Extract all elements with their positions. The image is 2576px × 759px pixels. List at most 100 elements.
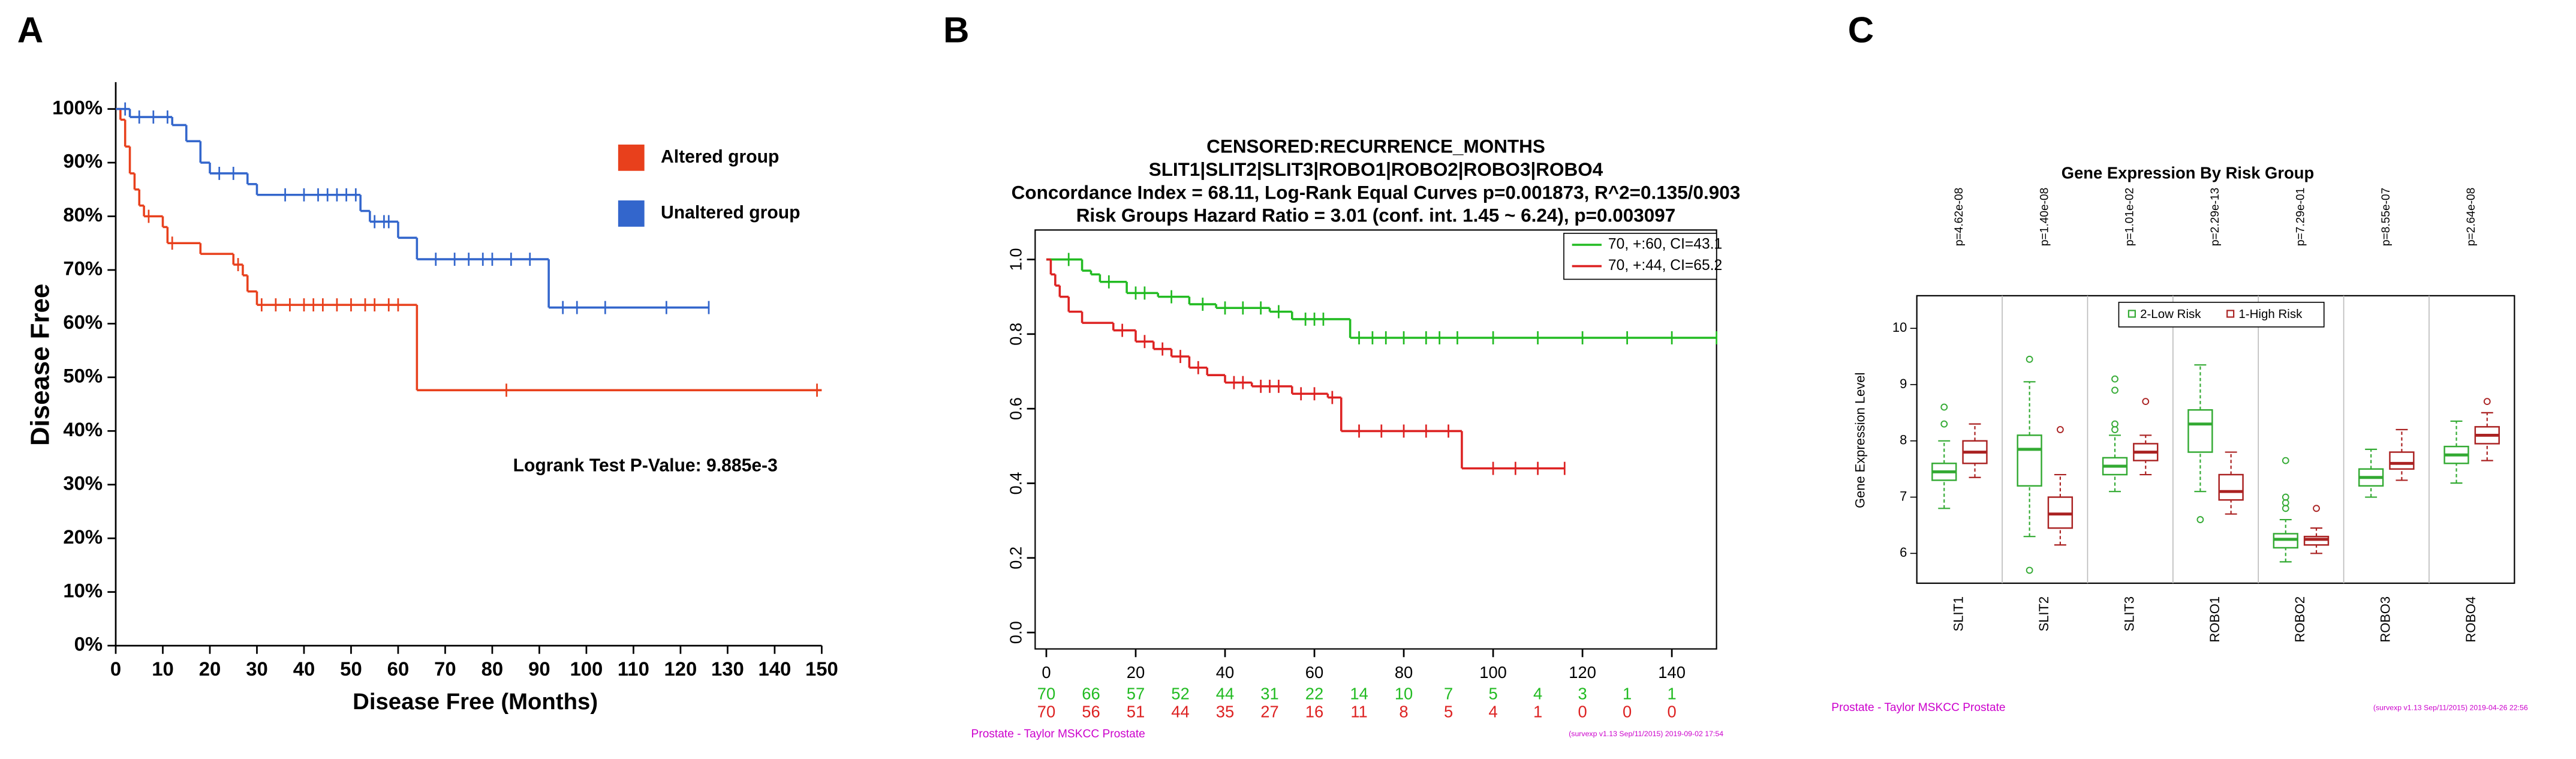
at-risk-count: 8: [1399, 703, 1408, 721]
chart-title: CENSORED:RECURRENCE_MONTHS: [1206, 136, 1545, 157]
outlier: [2111, 375, 2118, 383]
x-axis-label: Disease Free (Months): [353, 689, 598, 715]
box: [2389, 451, 2415, 470]
at-risk-count: 70: [1037, 684, 1055, 703]
y-axis-label: Gene Expression Level: [1852, 373, 1867, 508]
outlier: [1940, 420, 1948, 428]
y-tick-label: 20%: [63, 526, 103, 548]
at-risk-count: 56: [1082, 703, 1100, 721]
y-tick-label: 10%: [63, 579, 103, 601]
chart-title: Gene Expression By Risk Group: [2062, 163, 2314, 182]
chart-title: Risk Groups Hazard Ratio = 3.01 (conf. i…: [1076, 205, 1676, 226]
x-tick-label: 20: [199, 658, 221, 680]
box: [2017, 434, 2042, 487]
chart-title: Concordance Index = 68.11, Log-Rank Equa…: [1012, 182, 1741, 203]
legend-box: [1563, 232, 1717, 280]
x-tick-label: ROBO4: [2463, 596, 2478, 643]
x-tick-label: 80: [1395, 663, 1413, 682]
p-value-label: p=1.40e-08: [2038, 188, 2051, 246]
annotation: Logrank Test P-Value: 9.885e-3: [513, 456, 778, 476]
chart-title: SLIT1|SLIT2|SLIT3|ROBO1|ROBO2|ROBO3|ROBO…: [1149, 159, 1603, 180]
legend-label: 1-High Risk: [2238, 307, 2303, 321]
y-tick-label: 0.8: [1006, 323, 1025, 346]
x-tick-label: SLIT1: [1951, 596, 1966, 631]
x-tick-label: 70: [434, 658, 456, 680]
x-tick-label: 50: [340, 658, 362, 680]
at-risk-count: 57: [1127, 684, 1145, 703]
legend-swatch: [618, 200, 645, 227]
x-tick-label: 120: [1569, 663, 1596, 682]
y-tick-label: 100%: [52, 96, 103, 118]
y-tick-label: 70%: [63, 257, 103, 280]
y-tick-label: 30%: [63, 472, 103, 494]
outlier: [1940, 403, 1948, 411]
legend-swatch: [618, 144, 645, 171]
p-value-label: p=4.62e-08: [1953, 188, 1966, 246]
outlier: [2026, 566, 2033, 574]
box: [2218, 473, 2244, 501]
footer-source: Prostate - Taylor MSKCC Prostate: [1831, 701, 2005, 714]
y-tick-label: 1.0: [1006, 248, 1025, 271]
outlier: [2111, 426, 2118, 433]
x-tick-label: 120: [664, 658, 697, 680]
at-risk-count: 5: [1444, 703, 1453, 721]
outlier: [2111, 386, 2118, 394]
outlier: [2142, 398, 2150, 406]
outlier: [2026, 355, 2033, 363]
at-risk-count: 11: [1350, 703, 1367, 721]
x-tick-label: 30: [246, 658, 268, 680]
at-risk-count: 27: [1260, 703, 1278, 721]
y-tick-label: 60%: [63, 311, 103, 333]
at-risk-count: 5: [1488, 684, 1497, 703]
legend-swatch: [2226, 310, 2235, 318]
p-value-label: p=8.55e-07: [2380, 188, 2393, 246]
x-tick-label: ROBO2: [2292, 596, 2307, 643]
x-tick-label: 140: [1658, 663, 1686, 682]
y-tick-label: 9: [1900, 376, 1907, 391]
at-risk-count: 1: [1668, 684, 1677, 703]
x-tick-label: 10: [152, 658, 174, 680]
legend-label: Altered group: [661, 147, 779, 167]
at-risk-count: 3: [1578, 684, 1587, 703]
at-risk-count: 0: [1578, 703, 1587, 721]
at-risk-count: 44: [1171, 703, 1189, 721]
outlier: [2057, 426, 2064, 433]
at-risk-count: 7: [1444, 684, 1453, 703]
x-tick-label: 100: [570, 658, 603, 680]
y-tick-label: 10: [1892, 320, 1907, 335]
outlier: [2282, 457, 2289, 464]
legend-label: 70, +:44, CI=65.2: [1608, 257, 1722, 274]
at-risk-count: 44: [1216, 684, 1234, 703]
legend-label: Unaltered group: [661, 203, 801, 223]
at-risk-count: 0: [1623, 703, 1632, 721]
at-risk-count: 51: [1127, 703, 1145, 721]
p-value-label: p=2.29e-13: [2209, 188, 2222, 246]
y-tick-label: 6: [1900, 545, 1907, 560]
at-risk-count: 4: [1488, 703, 1497, 721]
at-risk-count: 14: [1350, 684, 1368, 703]
at-risk-count: 70: [1037, 703, 1055, 721]
p-value-label: p=2.64e-08: [2465, 188, 2478, 246]
at-risk-count: 16: [1305, 703, 1323, 721]
footer-source: Prostate - Taylor MSKCC Prostate: [971, 728, 1145, 740]
at-risk-count: 66: [1082, 684, 1100, 703]
x-tick-label: ROBO1: [2207, 596, 2222, 643]
x-tick-label: 20: [1127, 663, 1145, 682]
x-tick-label: 140: [758, 658, 791, 680]
y-tick-label: 80%: [63, 203, 103, 226]
panel-letter: A: [17, 10, 43, 50]
x-tick-label: 80: [482, 658, 504, 680]
at-risk-count: 1: [1533, 703, 1542, 721]
outlier: [2196, 516, 2204, 523]
panel-letter: C: [1848, 10, 1874, 50]
x-tick-label: 90: [528, 658, 550, 680]
at-risk-count: 10: [1395, 684, 1413, 703]
legend-label: 2-Low Risk: [2140, 307, 2201, 321]
panel-letter: B: [943, 10, 970, 50]
plot-frame: [1034, 229, 1717, 650]
at-risk-count: 35: [1216, 703, 1234, 721]
y-tick-label: 40%: [63, 418, 103, 440]
